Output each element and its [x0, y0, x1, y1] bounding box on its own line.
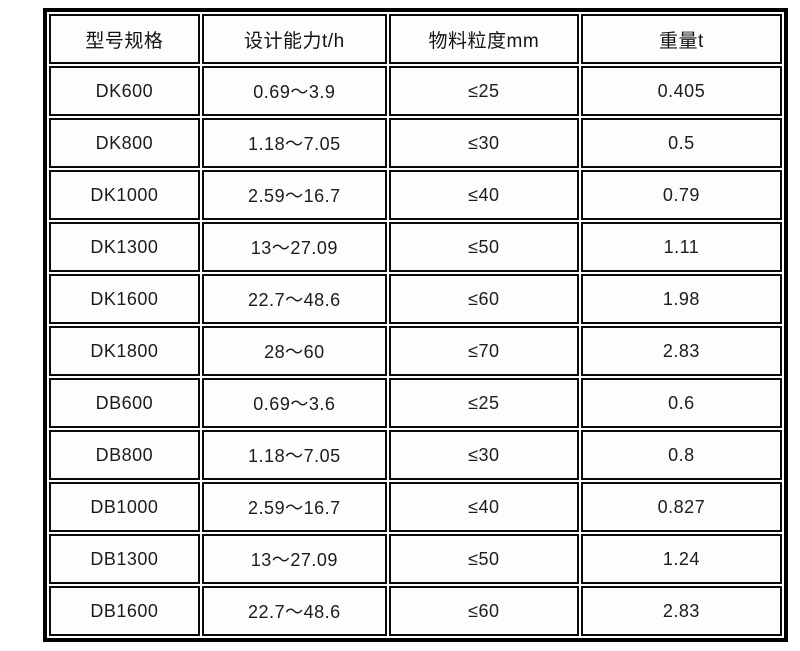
cell-particle-size: ≤70: [388, 326, 579, 376]
cell-particle-size: ≤60: [388, 274, 579, 324]
cell-particle-size: ≤25: [388, 66, 579, 116]
table-row: DK1800 28～60 ≤70 2.83: [49, 326, 782, 376]
cell-model: DB800: [49, 430, 200, 480]
cell-model: DK1000: [49, 170, 200, 220]
cell-particle-size: ≤40: [388, 482, 579, 532]
cell-particle-size: ≤25: [388, 378, 579, 428]
table-row: DB600 0.69～3.6 ≤25 0.6: [49, 378, 782, 428]
cell-weight: 0.79: [580, 170, 782, 220]
cell-particle-size: ≤60: [388, 586, 579, 636]
cell-weight: 1.11: [580, 222, 782, 272]
header-design-capacity: 设计能力t/h: [201, 14, 387, 64]
table-row: DK1600 22.7～48.6 ≤60 1.98: [49, 274, 782, 324]
cell-weight: 2.83: [580, 326, 782, 376]
cell-capacity: 13～27.09: [201, 534, 387, 584]
cell-model: DB600: [49, 378, 200, 428]
cell-weight: 0.405: [580, 66, 782, 116]
cell-particle-size: ≤30: [388, 430, 579, 480]
cell-model: DK1800: [49, 326, 200, 376]
cell-model: DB1600: [49, 586, 200, 636]
cell-capacity: 22.7～48.6: [201, 586, 387, 636]
cell-weight: 1.24: [580, 534, 782, 584]
header-model-spec: 型号规格: [49, 14, 200, 64]
cell-weight: 0.827: [580, 482, 782, 532]
cell-capacity: 0.69～3.6: [201, 378, 387, 428]
cell-model: DK800: [49, 118, 200, 168]
cell-capacity: 28～60: [201, 326, 387, 376]
spec-table: 型号规格 设计能力t/h 物料粒度mm 重量t DK600 0.69～3.9 ≤…: [43, 8, 788, 642]
table-row: DK1300 13～27.09 ≤50 1.11: [49, 222, 782, 272]
cell-weight: 2.83: [580, 586, 782, 636]
cell-weight: 0.8: [580, 430, 782, 480]
table-row: DK600 0.69～3.9 ≤25 0.405: [49, 66, 782, 116]
table-row: DB800 1.18～7.05 ≤30 0.8: [49, 430, 782, 480]
cell-weight: 1.98: [580, 274, 782, 324]
table-header-row: 型号规格 设计能力t/h 物料粒度mm 重量t: [49, 14, 782, 64]
cell-model: DK600: [49, 66, 200, 116]
cell-weight: 0.5: [580, 118, 782, 168]
cell-particle-size: ≤50: [388, 222, 579, 272]
cell-particle-size: ≤30: [388, 118, 579, 168]
cell-model: DK1600: [49, 274, 200, 324]
table-row: DK800 1.18～7.05 ≤30 0.5: [49, 118, 782, 168]
header-weight: 重量t: [580, 14, 782, 64]
header-particle-size: 物料粒度mm: [388, 14, 579, 64]
table-row: DK1000 2.59～16.7 ≤40 0.79: [49, 170, 782, 220]
cell-particle-size: ≤50: [388, 534, 579, 584]
cell-capacity: 13～27.09: [201, 222, 387, 272]
cell-capacity: 2.59～16.7: [201, 170, 387, 220]
cell-model: DB1300: [49, 534, 200, 584]
table-row: DB1300 13～27.09 ≤50 1.24: [49, 534, 782, 584]
cell-capacity: 1.18～7.05: [201, 430, 387, 480]
table-row: DB1600 22.7～48.6 ≤60 2.83: [49, 586, 782, 636]
cell-capacity: 2.59～16.7: [201, 482, 387, 532]
cell-particle-size: ≤40: [388, 170, 579, 220]
cell-model: DB1000: [49, 482, 200, 532]
table-row: DB1000 2.59～16.7 ≤40 0.827: [49, 482, 782, 532]
cell-weight: 0.6: [580, 378, 782, 428]
cell-capacity: 1.18～7.05: [201, 118, 387, 168]
cell-model: DK1300: [49, 222, 200, 272]
cell-capacity: 22.7～48.6: [201, 274, 387, 324]
cell-capacity: 0.69～3.9: [201, 66, 387, 116]
